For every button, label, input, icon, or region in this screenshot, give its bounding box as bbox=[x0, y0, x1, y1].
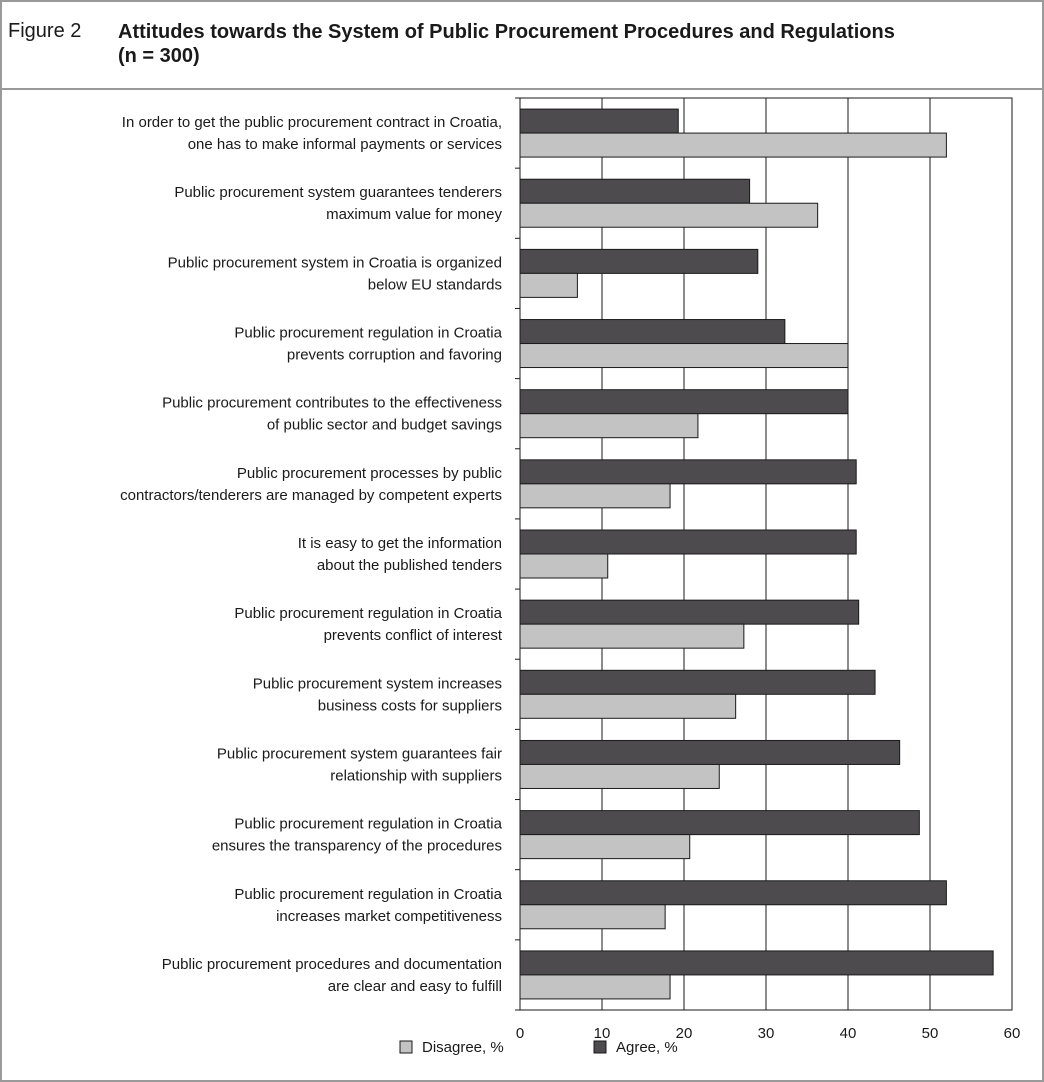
category-label-line: one has to make informal payments or ser… bbox=[188, 136, 502, 153]
bar-disagree bbox=[519, 834, 691, 860]
bar-agree bbox=[519, 669, 876, 695]
category-label: Public procurement contributes to the ef… bbox=[162, 395, 502, 434]
category-label-line: Public procurement regulation in Croatia bbox=[234, 325, 502, 342]
bar-agree bbox=[519, 248, 759, 274]
category-label: It is easy to get the information about t… bbox=[298, 535, 502, 574]
legend-disagree-swatch bbox=[399, 1040, 413, 1054]
x-tick-label: 10 bbox=[594, 1025, 611, 1042]
x-tick-label: 60 bbox=[1004, 1025, 1021, 1042]
bar-disagree bbox=[519, 272, 578, 298]
bar-disagree bbox=[519, 623, 745, 649]
category-label-line: Public procurement system guarantees ten… bbox=[174, 184, 502, 201]
bar-agree bbox=[519, 880, 947, 906]
category-label-line: increases market competitiveness bbox=[276, 908, 502, 925]
x-tick-label: 50 bbox=[922, 1025, 939, 1042]
category-label-line: business costs for suppliers bbox=[318, 697, 502, 714]
category-label: Public procurement regulation in Croatia… bbox=[234, 886, 502, 925]
bar-disagree bbox=[519, 693, 737, 719]
category-label-line: prevents corruption and favoring bbox=[287, 347, 502, 364]
bar-agree bbox=[519, 950, 994, 976]
legend-disagree-label: Disagree, % bbox=[422, 1039, 504, 1056]
bar-agree bbox=[519, 108, 679, 134]
bar-agree bbox=[519, 810, 920, 836]
category-label-line: prevents conflict of interest bbox=[324, 627, 503, 644]
category-label-line: below EU standards bbox=[368, 276, 502, 293]
category-label-line: maximum value for money bbox=[326, 206, 502, 223]
bar-disagree bbox=[519, 343, 849, 369]
bar-disagree bbox=[519, 202, 819, 228]
bar-agree bbox=[519, 739, 901, 765]
category-label-line: Public procurement system in Croatia is … bbox=[168, 254, 502, 271]
category-label-line: ensures the transparency of the procedur… bbox=[212, 838, 502, 855]
category-label: Public procurement procedures and docume… bbox=[162, 956, 502, 995]
figure-label: Figure 2 bbox=[8, 20, 82, 42]
category-label: Public procurement system guarantees fai… bbox=[217, 745, 502, 784]
category-label-line: Public procurement system increases bbox=[253, 675, 502, 692]
category-label-line: Public procurement processes by public bbox=[237, 465, 503, 482]
bar-disagree bbox=[519, 132, 947, 158]
x-tick-label: 0 bbox=[516, 1025, 524, 1042]
x-tick-label: 40 bbox=[840, 1025, 857, 1042]
category-label: Public procurement regulation in Croatia… bbox=[234, 325, 502, 364]
bar-agree bbox=[519, 459, 857, 485]
category-label: Public procurement system increases busin… bbox=[253, 675, 502, 714]
bar-disagree bbox=[519, 483, 671, 509]
category-label-line: relationship with suppliers bbox=[330, 767, 502, 784]
category-label: Public procurement processes by public co… bbox=[120, 465, 502, 504]
category-label: Public procurement regulation in Croatia… bbox=[234, 605, 502, 644]
category-label-line: about the published tenders bbox=[317, 557, 502, 574]
category-label-line: of public sector and budget savings bbox=[267, 417, 502, 434]
legend-agree-swatch bbox=[593, 1040, 607, 1054]
bar-disagree bbox=[519, 553, 609, 579]
category-label-line: It is easy to get the information bbox=[298, 535, 502, 552]
bar-agree bbox=[519, 529, 857, 555]
figure-header: Figure 2 Attitudes towards the System of… bbox=[2, 2, 1042, 90]
figure-title-line-1: Attitudes towards the System of Public P… bbox=[118, 21, 895, 43]
bar-disagree bbox=[519, 904, 666, 930]
category-label: In order to get the public procurement c… bbox=[122, 114, 502, 153]
bar-agree bbox=[519, 389, 849, 415]
category-label-line: Public procurement regulation in Croatia bbox=[234, 605, 502, 622]
category-label-line: Public procurement regulation in Croatia bbox=[234, 886, 502, 903]
figure-title: Attitudes towards the System of Public P… bbox=[118, 20, 1028, 68]
x-tick-label: 30 bbox=[758, 1025, 775, 1042]
category-label-line: Public procurement procedures and docume… bbox=[162, 956, 502, 973]
bar-disagree bbox=[519, 974, 671, 1000]
category-label-line: Public procurement contributes to the ef… bbox=[162, 395, 502, 412]
category-label: Public procurement system in Croatia is … bbox=[168, 254, 502, 293]
category-label-line: are clear and easy to fulfill bbox=[328, 978, 502, 995]
legend-agree-label: Agree, % bbox=[616, 1039, 678, 1056]
category-label-line: Public procurement system guarantees fai… bbox=[217, 745, 502, 762]
category-label-line: contractors/tenderers are managed by com… bbox=[120, 487, 502, 504]
x-tick-label: 20 bbox=[676, 1025, 693, 1042]
bar-agree bbox=[519, 599, 860, 625]
category-label-line: In order to get the public procurement c… bbox=[122, 114, 502, 131]
bar-disagree bbox=[519, 763, 720, 789]
category-label: Public procurement system guarantees ten… bbox=[174, 184, 502, 223]
bar-agree bbox=[519, 319, 786, 345]
bar-agree bbox=[519, 178, 751, 204]
category-label-line: Public procurement regulation in Croatia bbox=[234, 816, 502, 833]
bar-disagree bbox=[519, 413, 699, 439]
figure-title-line-2: (n = 300) bbox=[118, 45, 200, 67]
category-label: Public procurement regulation in Croatia… bbox=[212, 816, 503, 855]
